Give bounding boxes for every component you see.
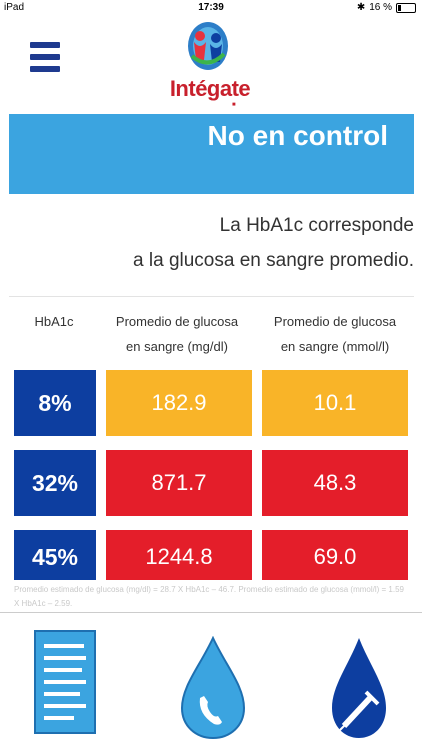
bluetooth-icon: ✱ <box>356 2 366 13</box>
clock: 17:39 <box>198 2 224 13</box>
nav-document-button[interactable] <box>34 630 96 734</box>
formula-note: Promedio estimado de glucosa (mg/dl) = 2… <box>14 583 404 611</box>
battery-label: 16 % <box>369 2 392 13</box>
description: La HbA1c corresponde a la glucosa en san… <box>133 208 414 278</box>
banner-text: No en control <box>207 120 388 151</box>
status-banner: No en control <box>9 114 414 194</box>
description-line-1: La HbA1c corresponde <box>219 215 414 236</box>
bottom-nav-divider <box>0 612 422 613</box>
app-logo: Intégate ■ <box>160 20 260 110</box>
device-label: iPad <box>4 2 25 13</box>
logo-badge-icon: ■ <box>232 102 236 108</box>
header-hba1c: HbA1c <box>34 314 74 329</box>
battery-icon <box>396 2 416 13</box>
hba1c-cell: 32% <box>14 450 96 516</box>
menu-button[interactable] <box>30 42 60 75</box>
drop-syringe-icon <box>332 638 386 738</box>
glucose-mgdl-cell: 871.7 <box>106 450 252 516</box>
hba1c-cell: 8% <box>14 370 96 436</box>
glucose-mmol-cell: 48.3 <box>262 450 408 516</box>
app-name: Intégate <box>169 76 251 101</box>
glucose-mgdl-cell: 182.9 <box>106 370 252 436</box>
drop-phone-icon <box>180 635 246 740</box>
header-glucose-mmol: Promedio de glucosa en sangre (mmol/l) <box>273 314 397 354</box>
menu-icon <box>30 42 60 48</box>
glucose-mmol-cell: 10.1 <box>262 370 408 436</box>
status-bar: iPad 17:39 ✱ 16 % <box>0 0 422 16</box>
logo-people-icon <box>188 22 228 70</box>
divider <box>9 296 414 297</box>
hba1c-cell: 45% <box>14 530 96 580</box>
document-icon <box>34 630 96 734</box>
glucose-mmol-cell: 69.0 <box>262 530 408 580</box>
nav-insulin-button[interactable] <box>330 636 388 740</box>
header-glucose-mgdl: Promedio de glucosa en sangre (mg/dl) <box>115 314 239 354</box>
glucose-mgdl-cell: 1244.8 <box>106 530 252 580</box>
description-line-2: a la glucosa en sangre promedio. <box>133 250 414 271</box>
nav-call-button[interactable] <box>180 635 246 740</box>
